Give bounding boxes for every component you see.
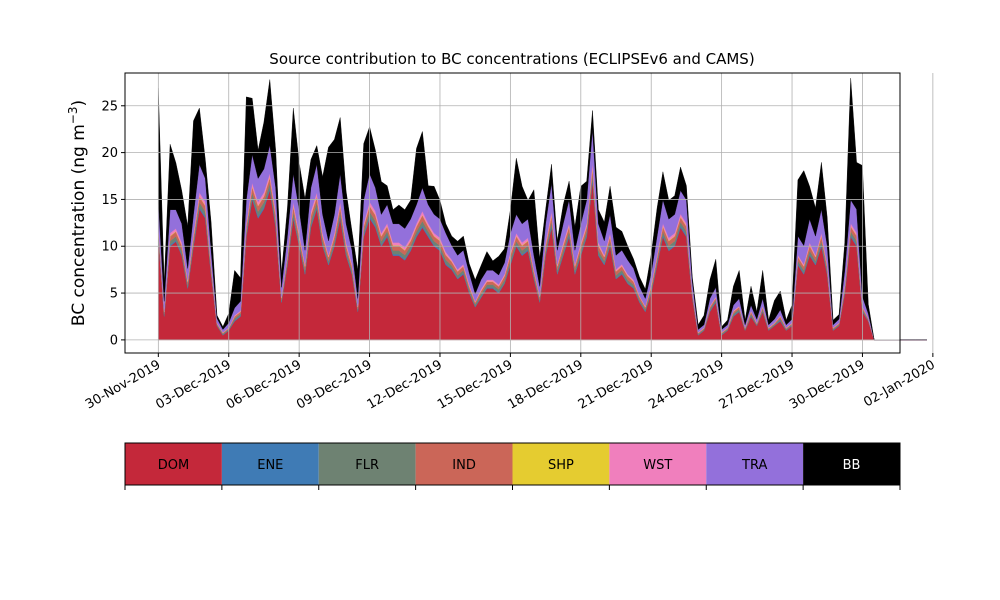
- y-tick-label: 0: [110, 333, 118, 348]
- legend-label-dom: DOM: [158, 458, 189, 473]
- y-tick-label: 10: [101, 240, 118, 255]
- legend-frame: [124, 442, 901, 486]
- y-tick-label: 25: [101, 99, 118, 114]
- legend-label-bb: BB: [843, 458, 861, 473]
- y-axis-label: BC concentration (ng m−3): [66, 100, 89, 326]
- legend-swatch-bb: [803, 443, 900, 485]
- y-tick-label: 5: [110, 287, 118, 302]
- y-axis-ticks: 0 5 10 15 20 25: [101, 99, 125, 348]
- legend-label-flr: FLR: [355, 458, 379, 473]
- area-series-bb: [158, 78, 927, 341]
- legend-swatch-wst: [609, 443, 707, 485]
- legend-label-tra: TRA: [741, 458, 767, 473]
- legend-label-ene: ENE: [257, 458, 283, 473]
- legend-colorbar: DOM ENE FLR IND SHP WST TRA BB: [124, 442, 901, 490]
- y-tick-label: 15: [101, 193, 118, 208]
- x-tick-label: 12-Dec-2019: [365, 357, 445, 412]
- plot-area: 30-Nov-201903-Dec-201906-Dec-201909-Dec-…: [83, 72, 938, 413]
- x-tick-label: 03-Dec-2019: [153, 357, 233, 412]
- x-tick-label: 30-Dec-2019: [787, 357, 867, 412]
- x-tick-label: 24-Dec-2019: [646, 357, 726, 412]
- legend-label-shp: SHP: [548, 458, 574, 473]
- stacked-area-layer: [158, 78, 927, 341]
- legend-label-wst: WST: [643, 458, 672, 473]
- x-tick-label: 06-Dec-2019: [224, 357, 304, 412]
- x-tick-label: 02-Jan-2020: [861, 357, 938, 410]
- legend-swatch-flr: [318, 443, 416, 485]
- legend-swatch-dom: [125, 443, 222, 485]
- x-tick-label: 18-Dec-2019: [505, 357, 585, 412]
- y-axis-label-main: BC concentration (ng m: [69, 124, 89, 326]
- grid-layer: [125, 73, 934, 353]
- legend-swatch-ene: [221, 443, 319, 485]
- y-axis-label-superscript: −3: [66, 106, 80, 124]
- x-tick-label: 27-Dec-2019: [717, 357, 797, 412]
- chart-title: Source contribution to BC concentrations…: [269, 50, 754, 68]
- x-axis-ticks: 30-Nov-201903-Dec-201906-Dec-201909-Dec-…: [83, 353, 938, 413]
- x-tick-label: 21-Dec-2019: [576, 357, 656, 412]
- legend-label-ind: IND: [452, 458, 476, 473]
- x-tick-label: 09-Dec-2019: [294, 357, 374, 412]
- x-tick-label: 30-Nov-2019: [83, 357, 163, 412]
- legend-swatch-tra: [706, 443, 804, 485]
- plot-frame: [124, 72, 901, 354]
- x-tick-label: 15-Dec-2019: [435, 357, 515, 412]
- legend-swatch-ind: [415, 443, 513, 485]
- y-tick-label: 20: [101, 146, 118, 161]
- y-axis-label-close: ): [69, 100, 89, 107]
- legend-swatch-shp: [512, 443, 610, 485]
